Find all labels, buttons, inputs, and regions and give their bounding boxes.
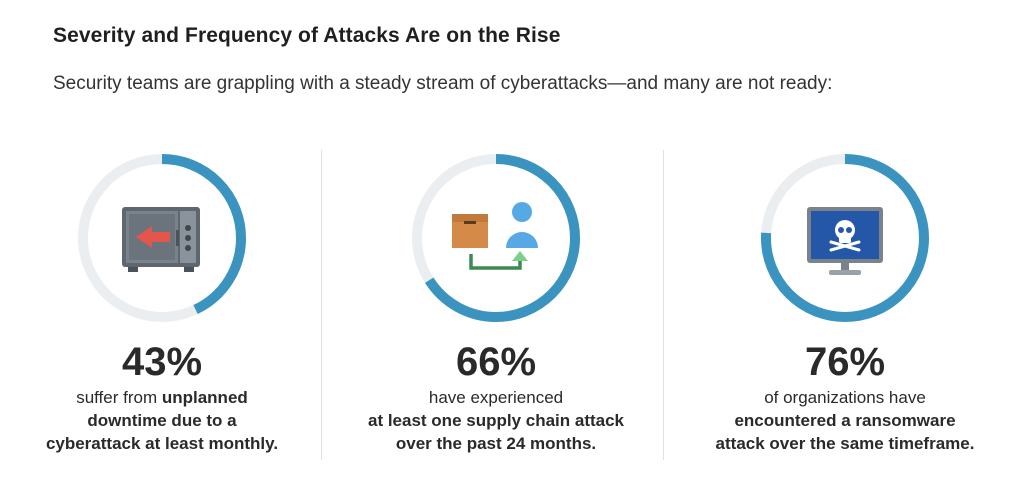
progress-ring (74, 150, 250, 326)
stat-description: of organizations have encountered a rans… (695, 386, 995, 455)
stat-supply-chain: 66% have experienced at least one supply… (346, 150, 646, 455)
page-title: Severity and Frequency of Attacks Are on… (53, 24, 561, 47)
ring-progress (412, 154, 580, 322)
stat-text-line3: attack over the same timeframe. (715, 434, 975, 453)
stat-text-line1: of organizations have (764, 388, 926, 407)
safe-icon (122, 207, 200, 272)
stat-ransomware: 76% of organizations have encountered a … (695, 150, 995, 455)
stat-description: suffer from unplanned downtime due to a … (12, 386, 312, 455)
progress-ring (408, 150, 584, 326)
ransomware-monitor-icon (807, 207, 883, 275)
divider-left (321, 150, 322, 460)
progress-ring-svg (412, 154, 580, 322)
stat-percent: 76% (804, 340, 886, 384)
stat-percent: 43% (121, 340, 203, 384)
supply-chain-icon (452, 202, 538, 270)
stat-text-line3: cyberattack at least monthly. (45, 434, 279, 453)
stat-percent: 66% (455, 340, 537, 384)
stat-text-line1-bold: unplanned (161, 388, 248, 407)
progress-ring-svg (78, 154, 246, 322)
stat-text-line1: have experienced (428, 388, 564, 407)
stat-downtime: 43% suffer from unplanned downtime due t… (12, 150, 312, 455)
stat-text-line2: downtime due to a (87, 411, 237, 430)
progress-ring-svg (761, 154, 929, 322)
stat-text-line1: suffer from (76, 388, 162, 407)
stat-text-line3: over the past 24 months. (395, 434, 597, 453)
stat-text-line2: encountered a ransomware (734, 411, 956, 430)
ring-progress (761, 154, 929, 322)
ring-progress (78, 154, 246, 322)
stat-description: have experienced at least one supply cha… (346, 386, 646, 455)
stat-text-line2: at least one supply chain attack (367, 411, 625, 430)
page-subtitle: Security teams are grappling with a stea… (53, 73, 833, 94)
progress-ring (757, 150, 933, 326)
divider-right (663, 150, 664, 460)
